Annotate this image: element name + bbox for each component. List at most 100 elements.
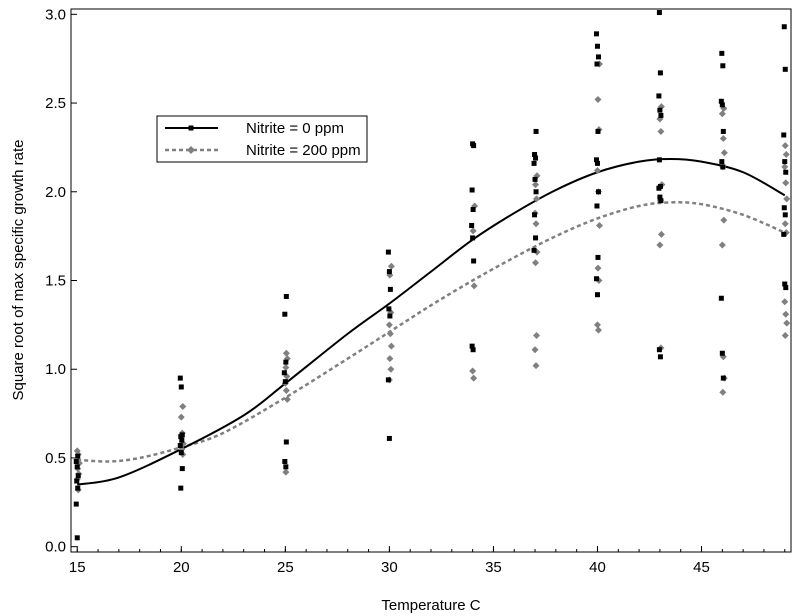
data-point-0ppm (782, 66, 788, 72)
data-point-0ppm (656, 93, 662, 99)
data-point-0ppm (532, 212, 538, 218)
data-point-0ppm (782, 159, 788, 165)
data-point-0ppm (532, 152, 538, 158)
data-point-0ppm (593, 157, 599, 163)
data-point-200ppm (386, 330, 394, 338)
data-point-200ppm (386, 355, 394, 363)
curve-200ppm (77, 201, 786, 463)
data-point-0ppm (179, 437, 185, 443)
x-tick-label: 45 (693, 559, 710, 576)
data-point-0ppm (595, 128, 601, 134)
data-point-0ppm (533, 155, 539, 161)
data-point-0ppm (782, 281, 788, 287)
data-point-0ppm (283, 464, 289, 470)
data-point-200ppm (782, 310, 790, 318)
fitted-curves (77, 157, 786, 486)
data-point-0ppm (594, 160, 600, 166)
data-point-0ppm (179, 466, 185, 472)
data-point-200ppm (533, 195, 541, 203)
legend-box (156, 115, 368, 163)
data-point-0ppm (387, 286, 393, 292)
data-point-0ppm (719, 102, 725, 108)
data-point-0ppm (718, 295, 724, 301)
data-point-200ppm (385, 321, 393, 329)
data-point-0ppm (75, 485, 81, 491)
data-point-0ppm (73, 501, 79, 507)
data-point-200ppm (781, 163, 789, 171)
data-point-0ppm (657, 107, 663, 113)
data-point-200ppm (283, 395, 291, 403)
data-point-0ppm (658, 112, 664, 118)
legend-marker-0ppm (188, 125, 194, 131)
data-point-0ppm (781, 132, 787, 138)
data-point-0ppm (469, 187, 475, 193)
data-point-200ppm (532, 181, 540, 189)
data-point-0ppm (656, 157, 662, 163)
data-point-0ppm (282, 311, 288, 317)
data-point-200ppm (720, 149, 728, 157)
data-point-0ppm (177, 443, 183, 449)
data-point-0ppm (593, 276, 599, 282)
data-point-0ppm (719, 350, 725, 356)
data-point-200ppm (282, 363, 290, 371)
y-axis-ticks: 0.0 0.5 1.0 1.5 2.0 2.5 3.0 (45, 6, 77, 556)
data-point-200ppm (282, 468, 290, 476)
y-axis-title: Square root of max specific growth rate (10, 140, 27, 401)
data-point-200ppm (387, 365, 395, 373)
data-point-0ppm (281, 370, 287, 376)
data-point-0ppm (533, 189, 539, 195)
data-point-0ppm (385, 249, 391, 255)
data-point-0ppm (720, 63, 726, 69)
y-tick-label: 2.5 (45, 95, 66, 112)
data-point-200ppm (718, 241, 726, 249)
data-point-0ppm (782, 212, 788, 218)
data-point-0ppm (719, 50, 725, 56)
data-point-200ppm (657, 230, 665, 238)
data-point-0ppm (387, 313, 393, 319)
data-point-200ppm (387, 262, 395, 270)
data-point-0ppm (470, 235, 476, 241)
data-point-0ppm (720, 375, 726, 381)
data-point-0ppm (386, 306, 392, 312)
data-point-200ppm (781, 298, 789, 306)
data-point-200ppm (719, 388, 727, 396)
data-point-200ppm (719, 135, 727, 143)
y-tick-label: 0.5 (45, 450, 66, 467)
data-point-0ppm (73, 459, 79, 464)
data-point-200ppm (782, 151, 790, 159)
data-point-200ppm (532, 220, 540, 228)
data-point-0ppm (469, 222, 475, 228)
x-tick-label: 15 (69, 559, 86, 576)
y-tick-label: 3.0 (45, 6, 66, 23)
data-point-0ppm (469, 343, 475, 349)
data-point-0ppm (385, 377, 391, 383)
data-point-200ppm (594, 264, 602, 272)
data-point-0ppm (531, 160, 537, 166)
data-point-200ppm (73, 447, 81, 455)
data-point-200ppm (594, 326, 602, 334)
data-point-0ppm (178, 384, 184, 390)
data-point-0ppm (720, 164, 726, 170)
data-point-0ppm (470, 141, 476, 147)
data-point-0ppm (719, 159, 725, 165)
data-point-0ppm (657, 194, 663, 200)
data-point-0ppm (470, 347, 476, 353)
x-tick-label: 20 (173, 559, 190, 576)
data-point-0ppm (658, 198, 664, 204)
x-tick-label: 35 (485, 559, 502, 576)
data-point-200ppm (533, 332, 541, 340)
legend: Nitrite = 0 ppm Nitrite = 200 ppm (156, 115, 368, 163)
data-point-200ppm (177, 413, 185, 421)
data-point-200ppm (657, 127, 665, 135)
data-point-0ppm (595, 189, 601, 195)
data-point-0ppm (471, 258, 477, 264)
data-point-200ppm (781, 220, 789, 228)
x-axis-title: Temperature C (381, 597, 480, 614)
data-point-0ppm (656, 10, 662, 16)
data-point-0ppm (656, 347, 662, 353)
data-point-0ppm (657, 70, 663, 76)
data-point-0ppm (386, 435, 392, 441)
data-point-0ppm (178, 450, 184, 456)
data-point-0ppm (283, 439, 289, 445)
